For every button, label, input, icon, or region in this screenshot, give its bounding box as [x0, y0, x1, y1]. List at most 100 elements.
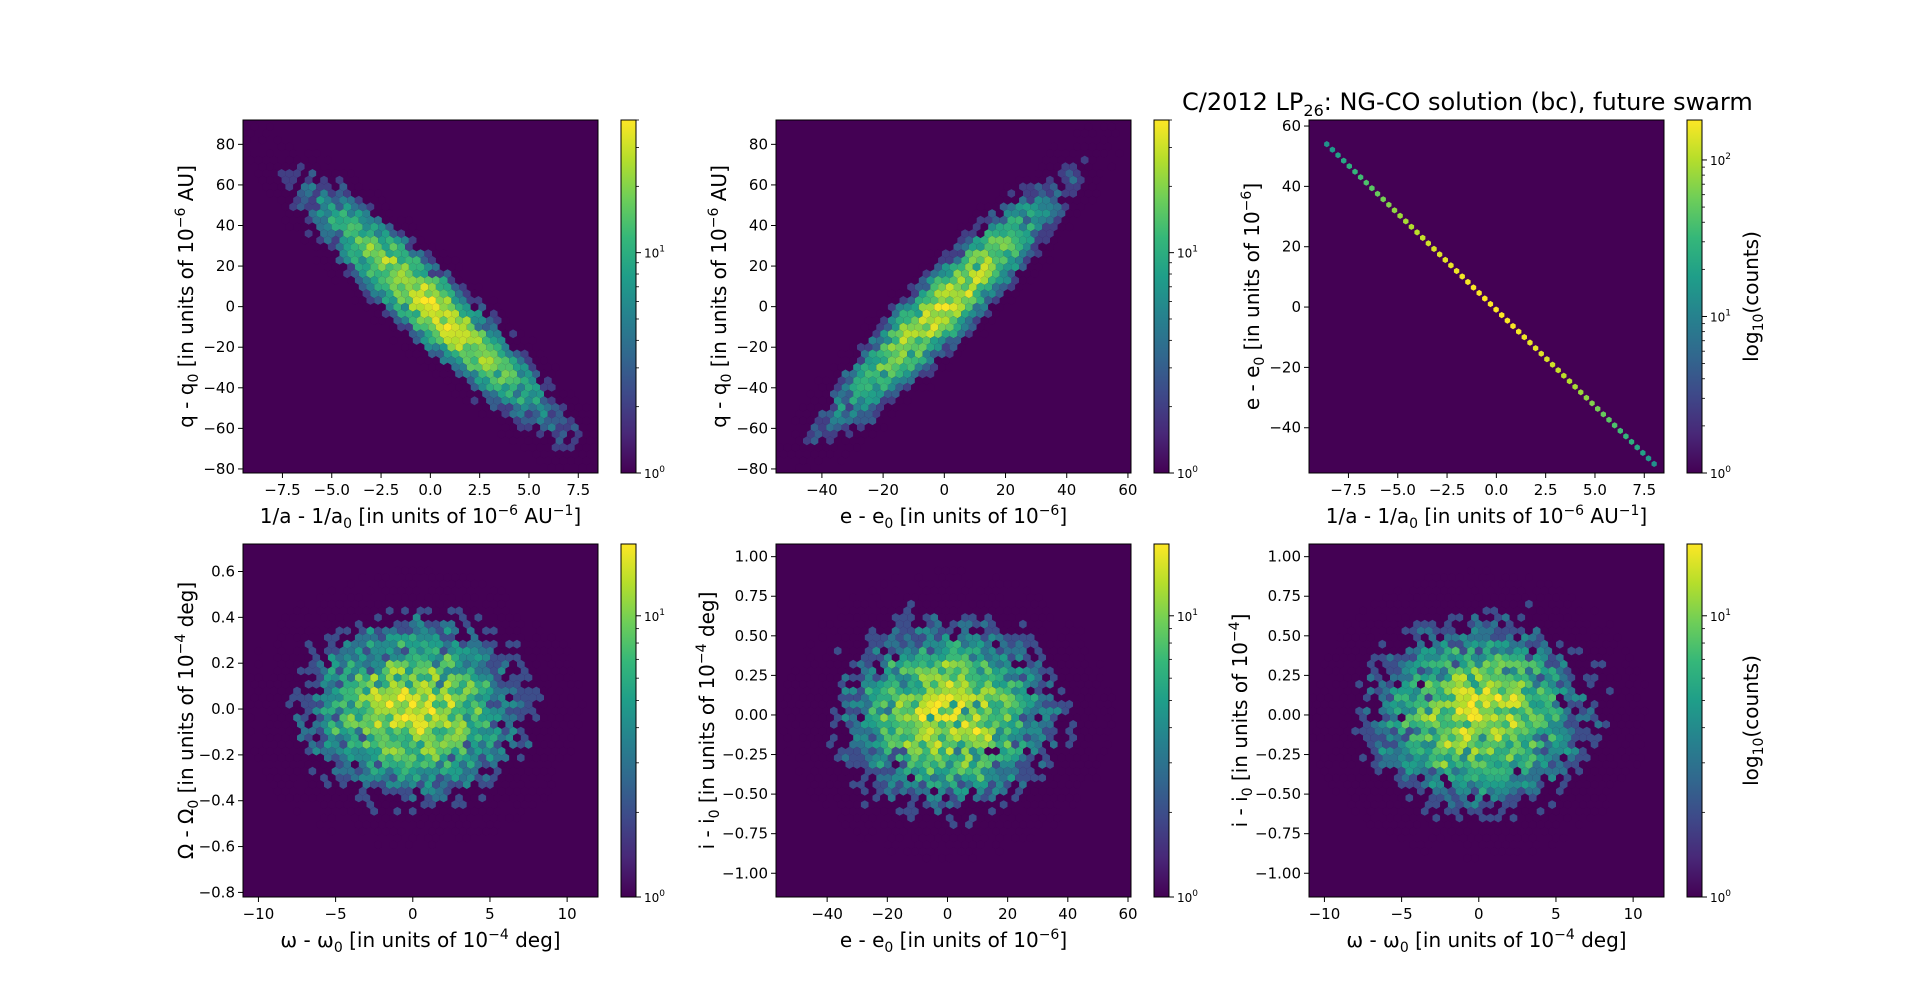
hexbin-cell [914, 309, 923, 319]
hexbin-cell [1447, 746, 1456, 756]
hexbin-cell [1405, 699, 1414, 709]
hexbin-cell [327, 175, 336, 185]
hexbin-cell [1436, 633, 1445, 642]
hexbin-cell [439, 780, 448, 790]
hexbin-cell [374, 189, 382, 198]
hexbin-cell [1575, 753, 1583, 763]
hexbin-cell [868, 639, 877, 649]
hexbin-cell [887, 847, 896, 856]
hexbin-cell [524, 369, 533, 379]
hexbin-cell [1324, 666, 1333, 676]
hexbin-cell [949, 820, 958, 830]
hexbin-cell [343, 733, 351, 743]
hexbin-cell [381, 786, 390, 796]
hexbin-cell [995, 753, 1004, 763]
hexbin-cell [1606, 646, 1614, 656]
hexbin-cell [520, 443, 529, 452]
hexbin-cell [853, 376, 861, 386]
hexbin-cell [408, 606, 417, 616]
hexbin-cell [544, 760, 552, 769]
hexbin-cell [389, 826, 398, 836]
hexbin-cell [945, 336, 954, 345]
hexbin-cell [1011, 646, 1020, 656]
hexbin-cell [451, 693, 460, 703]
hexbin-cell [412, 242, 421, 252]
hexbin-cell [876, 706, 884, 716]
hexbin-cell [497, 706, 506, 716]
hexbin-cell [312, 215, 321, 225]
hexbin-cell [922, 786, 931, 796]
hexbin-cell [397, 215, 406, 225]
hexbin-cell [1471, 666, 1479, 676]
hexbin-cell [424, 329, 433, 339]
hexbin-cell [354, 633, 363, 642]
hexbin-cell [864, 329, 873, 339]
hexbin-cell [911, 847, 919, 856]
hexbin-cell [926, 289, 935, 299]
hexbin-cell [335, 175, 344, 185]
hexbin-cell [339, 619, 348, 629]
hexbin-cell [787, 673, 796, 683]
hexbin-cell [961, 282, 969, 292]
hexbin-cell [1428, 619, 1437, 629]
hexbin-cell [401, 793, 409, 803]
hexbin-cell [439, 633, 448, 642]
hexbin-cell [1042, 726, 1050, 736]
hexbin-cell [474, 653, 483, 663]
hexbin-cell [938, 653, 946, 663]
hexbin-cell [1057, 726, 1066, 736]
hexbin-cell [1498, 646, 1506, 656]
hexbin-cell [366, 215, 375, 225]
hexbin-cell [880, 356, 888, 366]
hexbin-cell [1374, 190, 1381, 197]
hexbin-cell [1583, 619, 1591, 629]
hexbin-cell [830, 626, 838, 636]
hexbin-cell [1347, 679, 1356, 689]
hexbin-cell [1386, 666, 1394, 676]
hexbin-cell [853, 666, 861, 676]
hexbin-cell [1061, 693, 1070, 703]
hexbin-cell [285, 195, 294, 205]
hexbin-cell [432, 699, 440, 709]
hexbin-cell [1559, 699, 1568, 709]
hexbin-cell [853, 786, 861, 796]
hexbin-cell [1501, 653, 1510, 663]
hexbin-cell [439, 606, 448, 616]
hexbin-cell [1474, 633, 1483, 642]
hexbin-cell [1544, 686, 1553, 696]
hexbin-cell [1026, 182, 1035, 192]
hexbin-cell [880, 316, 888, 325]
hexbin-cell [1328, 699, 1336, 709]
hexbin-cell [343, 693, 351, 703]
hexbin-cell [1332, 679, 1340, 689]
hexbin-cell [1540, 679, 1549, 689]
hexbin-cell [911, 806, 919, 816]
hexbin-cell [980, 740, 989, 749]
hexbin-cell [899, 826, 908, 836]
hexbin-cell [420, 733, 429, 743]
hexbin-cell [343, 786, 351, 796]
hexbin-cell [806, 429, 815, 439]
hexbin-cell [490, 706, 498, 716]
hexbin-cell [366, 599, 375, 609]
hexbin-cell [1451, 659, 1460, 669]
hexbin-cell [567, 746, 575, 756]
hexbin-cell [351, 760, 359, 769]
hexbin-cell [895, 633, 904, 642]
hexbin-cell [911, 633, 919, 642]
hexbin-cell [930, 840, 939, 850]
hexbin-cell [505, 679, 514, 689]
hexbin-cell [980, 209, 989, 218]
hexbin-cell [320, 639, 328, 649]
hexbin-cell [1069, 706, 1077, 716]
hexbin-cell [1602, 653, 1610, 663]
hexbin-cell [930, 255, 939, 265]
hexbin-cell [1320, 713, 1329, 723]
hexbin-cell [1405, 740, 1414, 749]
hexbin-cell [1567, 659, 1576, 669]
hexbin-cell [385, 235, 394, 245]
hexbin-cell [1019, 659, 1027, 669]
hexbin-cell [285, 673, 294, 683]
hexbin-cell [884, 813, 892, 823]
hexbin-cell [1003, 646, 1012, 656]
